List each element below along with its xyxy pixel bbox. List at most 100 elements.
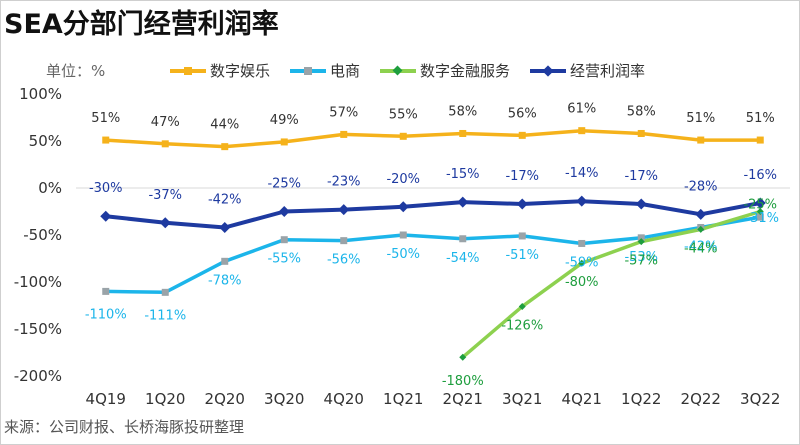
x-tick-label: 1Q21 (383, 390, 423, 408)
series-labels-layer: 51% 47% 44% 49% 57% 55% 58% 56% 61% 58% 51% 51% -110… (85, 102, 779, 390)
data-point (697, 225, 705, 233)
legend-item-operating-margin: 经营利润率 (530, 60, 645, 81)
data-point (756, 213, 764, 221)
data-label: -51% (505, 248, 539, 263)
chart-title: SEA分部门经营利润率 (4, 9, 279, 40)
data-label: 55% (389, 107, 418, 122)
data-point (637, 129, 645, 137)
data-label: -57% (624, 254, 658, 269)
data-label: -111% (144, 308, 186, 323)
y-tick-label: 0% (38, 179, 62, 197)
x-tick-label: 1Q22 (621, 390, 661, 408)
y-tick-label: -150% (14, 320, 62, 338)
data-label: 47% (151, 115, 180, 130)
legend: 数字娱乐 电商 数字金融服务 经营利润率 (170, 60, 665, 81)
legend-item-digital-entertainment: 数字娱乐 (170, 60, 270, 81)
data-label: 44% (210, 118, 239, 133)
data-point (578, 239, 586, 247)
data-point (219, 221, 231, 233)
data-point (518, 232, 526, 240)
data-point (756, 136, 764, 144)
axes-layer: 100% 50% 0% -50% -100% -150% -200% 4Q19 1Q20 2Q20… (14, 85, 790, 408)
x-tick-label: 2Q21 (443, 390, 483, 408)
data-label: -50% (386, 247, 420, 262)
legend-label-digital-finance: 数字金融服务 (420, 62, 511, 80)
data-label: -56% (327, 253, 361, 268)
data-point (399, 132, 407, 140)
data-label: -17% (624, 169, 658, 184)
x-tick-label: 3Q20 (264, 390, 304, 408)
data-point (578, 259, 586, 267)
data-point (221, 143, 229, 151)
data-label: -55% (267, 252, 301, 267)
legend-item-ecommerce: 电商 (290, 60, 360, 81)
data-label: -44% (684, 241, 718, 256)
legend-swatch-digital-finance (380, 65, 417, 76)
data-point (756, 208, 764, 215)
data-label: 61% (567, 102, 596, 117)
data-point (459, 129, 467, 137)
data-label: -78% (208, 273, 242, 288)
legend-item-digital-finance: 数字金融服务 (380, 60, 510, 81)
legend-label-operating-margin: 经营利润率 (570, 62, 646, 80)
data-point (102, 136, 110, 144)
data-point (637, 234, 645, 242)
data-label: -31% (745, 211, 779, 226)
y-tick-label: -100% (14, 273, 62, 291)
data-point (518, 302, 526, 310)
data-point (102, 287, 110, 295)
x-tick-label: 3Q22 (740, 390, 780, 408)
data-point (338, 204, 350, 216)
data-point (340, 237, 348, 245)
x-tick-label: 4Q21 (562, 390, 602, 408)
series-markers-layer (100, 127, 766, 361)
data-point (340, 130, 348, 138)
legend-swatch-operating-margin (530, 64, 567, 77)
data-label: 51% (746, 111, 775, 126)
series-line (103, 199, 763, 230)
data-point (161, 140, 169, 148)
data-label: -37% (148, 188, 182, 203)
y-tick-label: 100% (19, 85, 62, 103)
x-tick-label: 3Q21 (502, 390, 542, 408)
data-label: -54% (446, 251, 480, 266)
data-point (637, 238, 645, 246)
data-label: -42% (208, 192, 242, 207)
data-point (159, 217, 171, 229)
x-tick-label: 2Q22 (681, 390, 721, 408)
legend-swatch-digital-entertainment (170, 66, 206, 76)
data-label: -180% (442, 374, 484, 389)
y-tick-label: 50% (29, 132, 62, 150)
data-point (459, 235, 467, 243)
data-point (280, 236, 288, 244)
data-point (697, 136, 705, 144)
data-point (280, 138, 288, 146)
data-label: -23% (327, 175, 361, 190)
y-tick-label: -50% (23, 226, 62, 244)
data-label: -30% (89, 181, 123, 196)
data-label: -28% (684, 179, 718, 194)
data-label: -53% (624, 250, 658, 265)
data-label: -25% (743, 198, 777, 213)
data-point (278, 206, 290, 217)
data-label: 58% (448, 104, 477, 119)
data-label: 57% (329, 105, 358, 120)
data-point (516, 198, 528, 210)
x-tick-label: 1Q20 (145, 390, 185, 408)
legend-label-ecommerce: 电商 (330, 62, 361, 80)
x-tick-label: 4Q20 (324, 390, 364, 408)
legend-label-digital-entertainment: 数字娱乐 (210, 62, 271, 80)
data-point (578, 127, 586, 135)
data-point (518, 131, 526, 139)
x-tick-label: 4Q19 (86, 390, 126, 408)
data-point (221, 257, 229, 265)
data-point (457, 196, 469, 208)
data-point (754, 197, 766, 209)
series-line (104, 128, 763, 149)
y-tick-label: -200% (14, 367, 62, 385)
data-label: -20% (386, 172, 420, 187)
data-label: -14% (565, 166, 599, 181)
data-label: 51% (686, 111, 715, 126)
data-label: 51% (91, 111, 120, 126)
data-label: -15% (446, 167, 480, 182)
